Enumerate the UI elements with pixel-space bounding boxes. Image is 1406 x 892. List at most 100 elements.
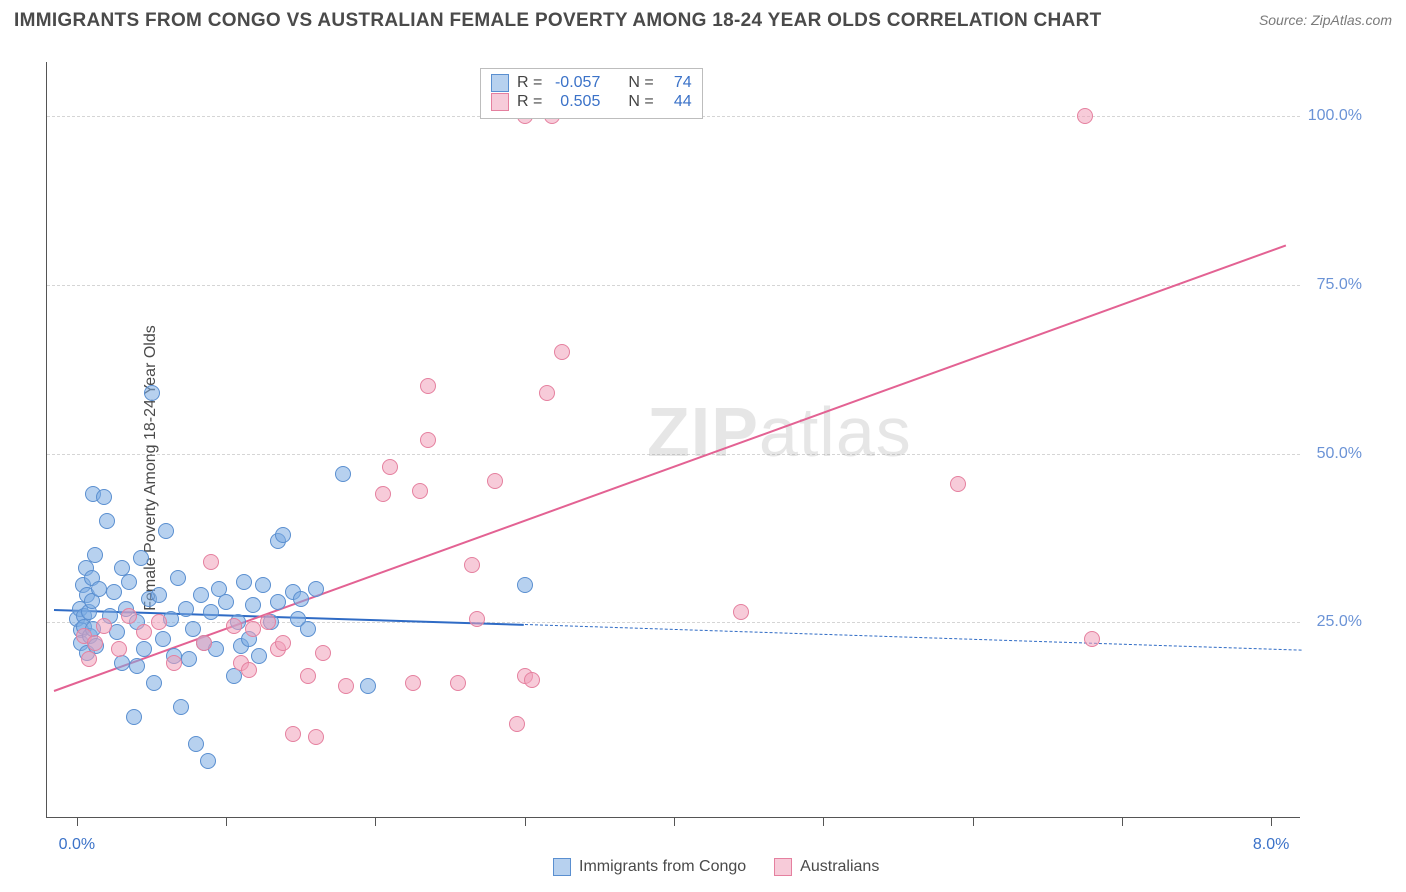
grid-line xyxy=(47,285,1300,286)
plot-area: 25.0%50.0%75.0%100.0%0.0%8.0%ZIPatlasR =… xyxy=(46,62,1300,818)
legend-item: Immigrants from Congo xyxy=(553,858,746,876)
data-point xyxy=(275,527,291,543)
y-tick-label: 25.0% xyxy=(1317,613,1362,631)
data-point xyxy=(360,678,376,694)
data-point xyxy=(1077,108,1093,124)
chart-title: IMMIGRANTS FROM CONGO VS AUSTRALIAN FEMA… xyxy=(14,10,1102,32)
data-point xyxy=(173,699,189,715)
data-point xyxy=(335,466,351,482)
data-point xyxy=(193,587,209,603)
source-prefix: Source: xyxy=(1259,12,1311,28)
y-tick-label: 75.0% xyxy=(1317,276,1362,294)
data-point xyxy=(96,618,112,634)
plot-inner: 25.0%50.0%75.0%100.0%0.0%8.0%ZIPatlasR =… xyxy=(47,62,1300,817)
data-point xyxy=(144,385,160,401)
chart-container: Female Poverty Among 18-24 Year Olds 25.… xyxy=(0,44,1406,892)
data-point xyxy=(293,591,309,607)
data-point xyxy=(200,753,216,769)
x-tick xyxy=(823,818,824,826)
x-tick-label: 0.0% xyxy=(59,836,95,854)
data-point xyxy=(338,678,354,694)
data-point xyxy=(203,554,219,570)
data-point xyxy=(420,432,436,448)
x-tick xyxy=(77,818,78,826)
data-point xyxy=(155,631,171,647)
data-point xyxy=(509,716,525,732)
x-tick xyxy=(1271,818,1272,826)
data-point xyxy=(251,648,267,664)
grid-line xyxy=(47,454,1300,455)
data-point xyxy=(166,655,182,671)
data-point xyxy=(188,736,204,752)
x-tick xyxy=(525,818,526,826)
y-tick-label: 50.0% xyxy=(1317,445,1362,463)
x-tick xyxy=(375,818,376,826)
data-point xyxy=(121,608,137,624)
x-tick xyxy=(226,818,227,826)
x-tick xyxy=(1122,818,1123,826)
data-point xyxy=(236,574,252,590)
n-value: 44 xyxy=(662,93,692,111)
legend-swatch xyxy=(491,93,509,111)
data-point xyxy=(129,658,145,674)
data-point xyxy=(218,594,234,610)
data-point xyxy=(226,618,242,634)
data-point xyxy=(420,378,436,394)
data-point xyxy=(300,668,316,684)
data-point xyxy=(517,577,533,593)
stats-row: R =0.505N =44 xyxy=(491,93,692,111)
data-point xyxy=(126,709,142,725)
y-tick-label: 100.0% xyxy=(1308,107,1362,125)
data-point xyxy=(106,584,122,600)
data-point xyxy=(181,651,197,667)
r-value: -0.057 xyxy=(550,74,600,92)
data-point xyxy=(178,601,194,617)
legend-item: Australians xyxy=(774,858,879,876)
data-point xyxy=(450,675,466,691)
data-point xyxy=(255,577,271,593)
x-tick xyxy=(973,818,974,826)
source-name: ZipAtlas.com xyxy=(1311,12,1392,28)
data-point xyxy=(308,729,324,745)
data-point xyxy=(91,581,107,597)
data-point xyxy=(136,641,152,657)
data-point xyxy=(469,611,485,627)
legend-swatch xyxy=(553,858,571,876)
data-point xyxy=(270,594,286,610)
data-point xyxy=(300,621,316,637)
data-point xyxy=(382,459,398,475)
legend-swatch xyxy=(491,74,509,92)
legend-label: Immigrants from Congo xyxy=(579,858,746,876)
data-point xyxy=(487,473,503,489)
data-point xyxy=(121,574,137,590)
data-point xyxy=(260,614,276,630)
data-point xyxy=(99,513,115,529)
x-tick xyxy=(674,818,675,826)
chart-source: Source: ZipAtlas.com xyxy=(1259,12,1392,28)
data-point xyxy=(375,486,391,502)
data-point xyxy=(285,726,301,742)
data-point xyxy=(241,662,257,678)
legend-label: Australians xyxy=(800,858,879,876)
x-tick-label: 8.0% xyxy=(1253,836,1289,854)
data-point xyxy=(114,655,130,671)
data-point xyxy=(87,547,103,563)
data-point xyxy=(950,476,966,492)
data-point xyxy=(136,624,152,640)
data-point xyxy=(111,641,127,657)
stats-row: R =-0.057N =74 xyxy=(491,74,692,92)
n-value: 74 xyxy=(662,74,692,92)
data-point xyxy=(81,651,97,667)
legend-swatch xyxy=(774,858,792,876)
data-point xyxy=(96,489,112,505)
data-point xyxy=(412,483,428,499)
data-point xyxy=(151,614,167,630)
data-point xyxy=(733,604,749,620)
data-point xyxy=(308,581,324,597)
data-point xyxy=(315,645,331,661)
bottom-legend: Immigrants from Congo Australians xyxy=(553,858,879,876)
data-point xyxy=(203,604,219,620)
data-point xyxy=(146,675,162,691)
data-point xyxy=(539,385,555,401)
regression-line xyxy=(525,624,1301,651)
